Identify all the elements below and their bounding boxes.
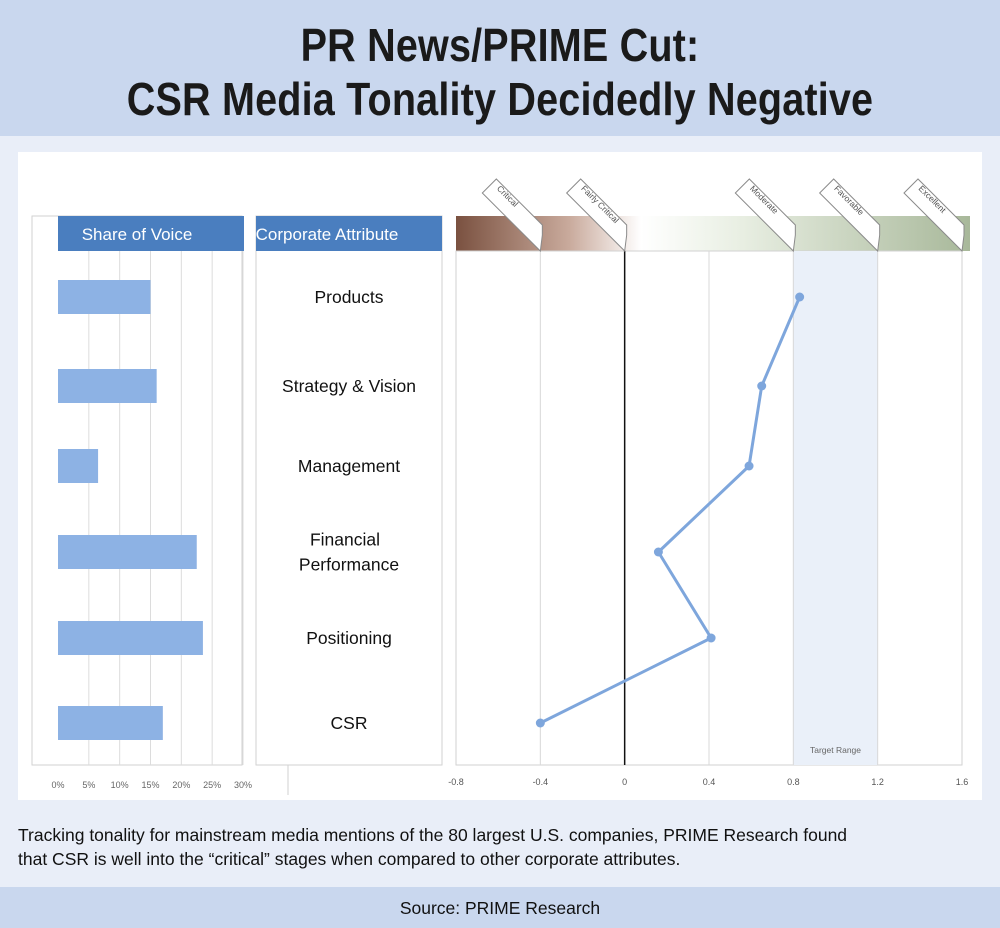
sov-tick-label: 25% <box>203 780 221 790</box>
sov-bar-management <box>58 449 99 483</box>
target-range: Target Range <box>793 251 878 765</box>
tonality-tick-label: 0.4 <box>703 777 716 787</box>
source-band <box>0 887 1000 928</box>
attribute-label-positioning: Positioning <box>306 628 392 648</box>
share-of-voice-bars <box>58 280 203 740</box>
tonality-grid <box>539 251 879 765</box>
share-of-voice-grid <box>88 251 244 765</box>
share-of-voice-title: Share of Voice <box>82 225 193 244</box>
share-of-voice-header <box>58 216 244 251</box>
tonality-tick-label: -0.8 <box>448 777 464 787</box>
source-label: Source: PRIME Research <box>399 898 601 918</box>
caption-line-2: that CSR is well into the “critical” sta… <box>18 849 681 869</box>
tonality-point-csr <box>535 718 545 728</box>
attribute-label-financial-performance: Financial Performance <box>299 530 399 575</box>
sov-bar-products <box>58 280 151 314</box>
tonality-tick-labels: -0.8 -0.4 0 0.4 0.8 1.2 1.6 <box>448 777 968 787</box>
caption-line-1: Tracking tonality for mainstream media m… <box>18 825 848 845</box>
sov-tick-label: 5% <box>82 780 95 790</box>
tonality-point-management <box>744 461 754 471</box>
attribute-label-products: Products <box>314 287 383 307</box>
tonality-tick-label: 0.8 <box>787 777 800 787</box>
scale-tab-shape <box>565 178 628 253</box>
tonality-point-positioning <box>706 633 716 643</box>
attribute-label-management: Management <box>298 456 400 476</box>
corporate-attribute-header <box>256 216 442 251</box>
sov-bar-strategy-vision <box>58 369 157 403</box>
chart-panel: Share of Voice 0% 5% 10% 15% 20% 25% 30% Corpo… <box>18 152 982 800</box>
tonality-point-products <box>795 292 805 302</box>
tonality-series <box>535 292 805 728</box>
title-band <box>0 0 1000 136</box>
sov-bar-positioning <box>58 621 203 655</box>
tonality-tick-label: -0.4 <box>533 777 549 787</box>
corporate-attribute-title: Corporate Attribute <box>256 225 399 244</box>
scale-tab-shape <box>903 178 965 253</box>
page-title-line-2: CSR Media Tonality Decidedly Negative <box>126 73 874 125</box>
tonality-chart: Share of Voice 0% 5% 10% 15% 20% 25% 30% Corpo… <box>31 178 970 795</box>
sov-tick-label: 0% <box>51 780 64 790</box>
sov-tick-label: 15% <box>141 780 159 790</box>
scale-tab-shape <box>818 178 881 253</box>
attribute-label-strategy-vision: Strategy & Vision <box>282 376 416 396</box>
tonality-point-financial-performance <box>653 547 663 557</box>
attribute-label-csr: CSR <box>331 713 368 733</box>
share-of-voice-tick-labels: 0% 5% 10% 15% 20% 25% 30% <box>51 780 252 790</box>
sov-tick-label: 20% <box>172 780 190 790</box>
scale-tab-shape <box>481 178 543 253</box>
tonality-tick-label: 1.2 <box>871 777 884 787</box>
sov-bar-csr <box>58 706 163 740</box>
tonality-tick-label: 0 <box>622 777 627 787</box>
target-range-band <box>793 251 878 765</box>
sov-tick-label: 30% <box>234 780 252 790</box>
sov-bar-financial-performance <box>58 535 197 569</box>
tonality-point-strategy-vision <box>757 381 767 391</box>
tonality-line <box>539 296 802 725</box>
tonality-tick-label: 1.6 <box>956 777 969 787</box>
corporate-attribute-rows: Products Strategy & Vision Management Finan… <box>282 287 416 733</box>
corporate-attribute-frame <box>255 215 443 766</box>
target-range-label: Target Range <box>810 745 861 755</box>
page-title-line-1: PR News/PRIME Cut: <box>300 19 700 71</box>
sov-tick-label: 10% <box>111 780 129 790</box>
scale-tab-shape <box>734 178 796 253</box>
